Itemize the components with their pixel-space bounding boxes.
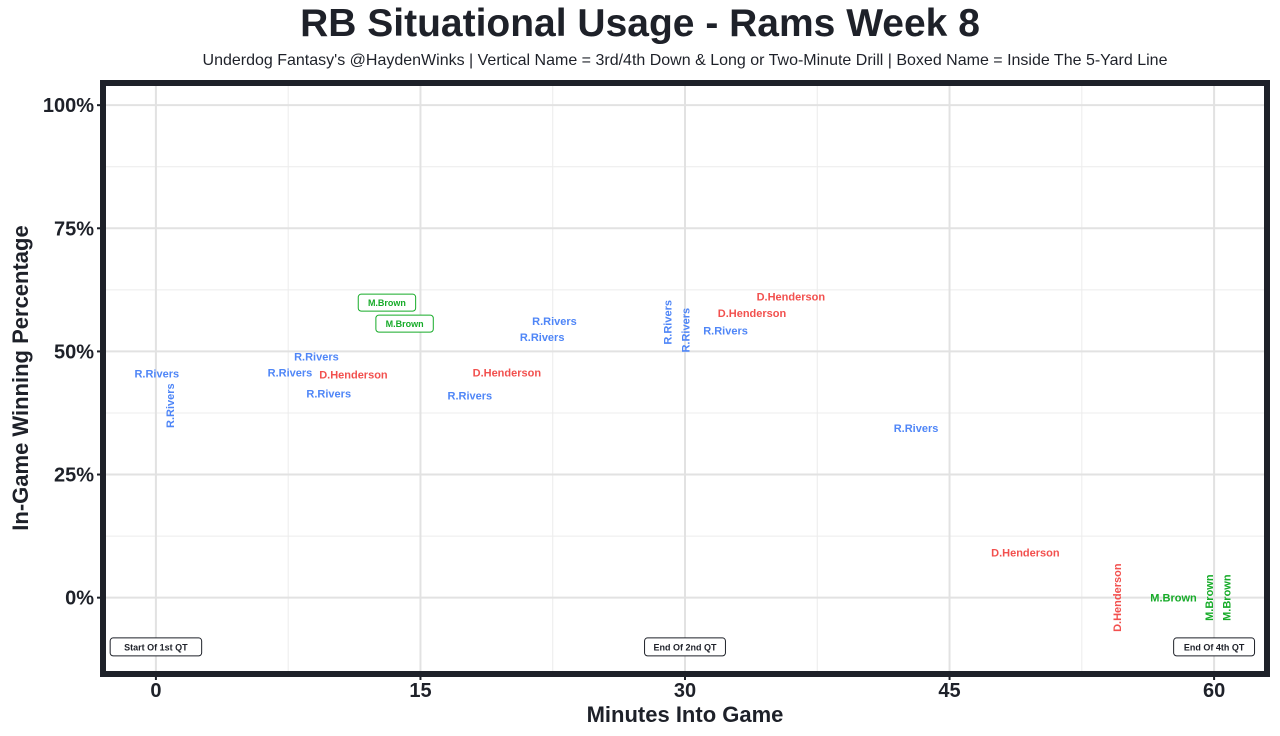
player-label: R.Rivers <box>703 325 748 337</box>
player-label: D.Henderson <box>473 368 542 380</box>
player-label-group: D.Henderson <box>757 292 826 304</box>
player-label-group: R.Rivers <box>894 423 939 435</box>
y-axis-title: In-Game Winning Percentage <box>8 225 33 530</box>
player-label: R.Rivers <box>306 389 351 401</box>
quarter-marker-label: End Of 2nd QT <box>654 642 717 652</box>
chart-title: RB Situational Usage - Rams Week 8 <box>300 2 980 45</box>
player-label-group: R.Rivers <box>134 369 179 381</box>
player-label-group: D.Henderson <box>991 547 1060 559</box>
player-label-boxed: M.Brown <box>368 298 406 308</box>
player-label: M.Brown <box>1150 593 1197 605</box>
plot-frame <box>100 80 1270 677</box>
player-label: D.Henderson <box>319 369 388 381</box>
x-tick-label: 0 <box>150 680 161 702</box>
player-label-vertical: R.Rivers <box>681 308 693 353</box>
quarter-marker: End Of 2nd QT <box>644 637 726 657</box>
boxed-label-frame <box>357 293 417 312</box>
player-label: R.Rivers <box>894 423 939 435</box>
boxed-label-frame <box>375 314 434 333</box>
player-label: R.Rivers <box>294 352 339 364</box>
quarter-marker-box <box>1173 637 1256 657</box>
player-label-vertical-group: R.Rivers <box>165 383 177 428</box>
x-axis-title: Minutes Into Game <box>587 702 784 727</box>
player-label-group: R.Rivers <box>268 368 313 380</box>
player-label-boxed-group: M.Brown <box>357 293 417 312</box>
player-label-group: R.Rivers <box>448 391 493 403</box>
player-label: R.Rivers <box>532 316 577 328</box>
x-tick-label: 45 <box>938 680 960 702</box>
player-label-group: R.Rivers <box>703 325 748 337</box>
player-label-group: R.Rivers <box>306 389 351 401</box>
y-tick-label: 0% <box>65 588 94 610</box>
y-tick-label: 100% <box>43 95 94 117</box>
player-label-vertical-group: M.Brown <box>1204 574 1216 621</box>
player-label-group: D.Henderson <box>473 368 542 380</box>
player-label-vertical: R.Rivers <box>165 383 177 428</box>
player-label: R.Rivers <box>448 391 493 403</box>
player-label-vertical-group: R.Rivers <box>662 300 674 345</box>
y-tick-label: 25% <box>54 465 94 487</box>
player-label-boxed-group: M.Brown <box>375 314 434 333</box>
player-label-vertical-group: D.Henderson <box>1112 563 1124 632</box>
player-label: D.Henderson <box>718 308 787 320</box>
y-tick-label: 50% <box>54 341 94 363</box>
quarter-marker-box <box>109 637 203 657</box>
y-tick-label: 75% <box>54 218 94 240</box>
player-label-vertical-group: M.Brown <box>1221 574 1233 621</box>
x-tick-label: 30 <box>674 680 696 702</box>
player-label-group: R.Rivers <box>532 316 577 328</box>
player-label-group: R.Rivers <box>294 352 339 364</box>
player-label-vertical: R.Rivers <box>662 300 674 345</box>
player-label-group: D.Henderson <box>319 369 388 381</box>
chart-subtitle: Underdog Fantasy's @HaydenWinks | Vertic… <box>202 52 1168 69</box>
player-label: D.Henderson <box>757 292 826 304</box>
player-label-boxed: M.Brown <box>386 319 424 329</box>
player-label: R.Rivers <box>134 369 179 381</box>
player-label-vertical: D.Henderson <box>1112 563 1124 632</box>
player-label-vertical: M.Brown <box>1204 574 1216 621</box>
player-label-group: D.Henderson <box>718 308 787 320</box>
x-tick-label: 60 <box>1203 680 1225 702</box>
quarter-marker-label: Start Of 1st QT <box>124 642 188 652</box>
player-label-vertical-group: R.Rivers <box>681 308 693 353</box>
quarter-marker-label: End Of 4th QT <box>1184 642 1245 652</box>
x-tick-label: 15 <box>409 680 431 702</box>
player-label: R.Rivers <box>520 332 565 344</box>
player-label: D.Henderson <box>991 547 1060 559</box>
quarter-marker-box <box>644 637 726 657</box>
player-label: R.Rivers <box>268 368 313 380</box>
player-label-group: R.Rivers <box>520 332 565 344</box>
quarter-marker: Start Of 1st QT <box>109 637 203 657</box>
quarter-marker: End Of 4th QT <box>1173 637 1256 657</box>
player-label-group: M.Brown <box>1150 593 1197 605</box>
player-label-vertical: M.Brown <box>1221 574 1233 621</box>
